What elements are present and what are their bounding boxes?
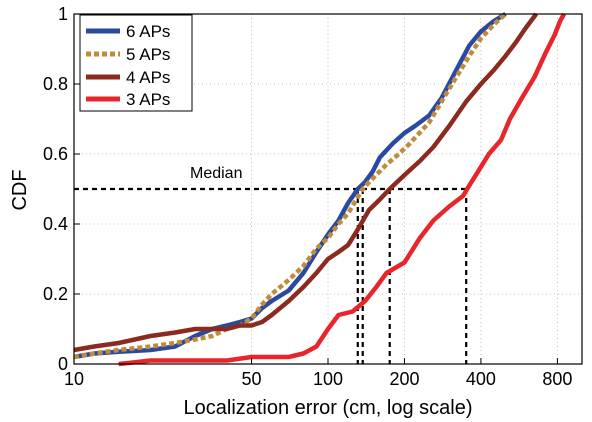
x-tick-label-800: 800 [542, 369, 572, 389]
x-tick-label-100: 100 [313, 369, 343, 389]
series-line-3-aps [118, 12, 567, 367]
axis-ticks [73, 13, 558, 365]
x-tick-label-10: 10 [64, 369, 84, 389]
legend-item-6-aps: 6 APs [86, 22, 170, 41]
y-axis-label: CDF [9, 169, 31, 210]
series-lines [73, 12, 567, 367]
legend-label-6-aps: 6 APs [126, 22, 170, 41]
x-tick-label-200: 200 [389, 369, 419, 389]
y-tick-label-0-8: 0.8 [43, 74, 68, 94]
x-tick-label-400: 400 [466, 369, 496, 389]
y-tick-label-1: 1 [58, 4, 68, 24]
series-line-4-aps [73, 12, 538, 353]
legend: 6 APs 5 APs 4 APs 3 APs [79, 14, 193, 112]
legend-item-5-aps: 5 APs [86, 45, 170, 64]
y-tick-label-0-4: 0.4 [43, 214, 68, 234]
legend-label-3-aps: 3 APs [126, 90, 170, 109]
y-tick-labels: 0 0.2 0.4 0.6 0.8 1 [43, 4, 68, 374]
legend-label-5-aps: 5 APs [126, 45, 170, 64]
y-tick-label-0-6: 0.6 [43, 144, 68, 164]
legend-item-4-aps: 4 APs [86, 68, 170, 87]
x-axis-label: Localization error (cm, log scale) [184, 397, 473, 419]
y-tick-label-0: 0 [58, 354, 68, 374]
x-tick-labels: 10 50 100 200 400 800 [64, 369, 572, 389]
y-tick-label-0-2: 0.2 [43, 284, 68, 304]
legend-item-3-aps: 3 APs [86, 90, 170, 109]
median-annotation: Median [190, 165, 242, 182]
legend-label-4-aps: 4 APs [126, 68, 170, 87]
x-tick-label-50: 50 [242, 369, 262, 389]
